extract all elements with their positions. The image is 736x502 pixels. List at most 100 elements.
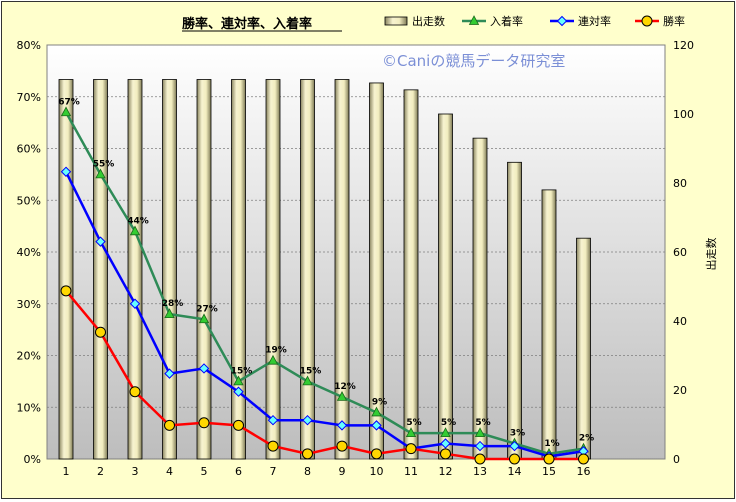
x-tick-label: 10 [370,465,384,478]
data-point [267,440,279,452]
data-label: 44% [127,216,149,226]
bar [576,237,591,460]
x-tick-label: 5 [201,465,208,478]
watermark: ©Caniの競馬データ研究室 [382,52,565,70]
data-point [233,386,244,397]
y-right-tick-label: 20 [673,384,687,397]
bar [438,113,453,460]
y-left-tick-label: 20% [17,350,41,363]
data-point [60,166,72,177]
data-point [578,453,589,465]
data-label: 1% [544,439,559,449]
y-right-tick-label: 100 [673,108,694,121]
data-point [405,443,417,455]
data-point [440,438,451,449]
x-tick-label: 9 [339,465,346,478]
data-point [164,368,175,379]
y-right-tick-label: 0 [673,453,680,466]
data-point [440,448,451,460]
y-left-tick-label: 10% [17,401,41,414]
x-tick-label: 2 [97,465,104,478]
bar [162,79,177,460]
x-tick-label: 13 [473,465,487,478]
y-left-tick-label: 50% [17,194,41,207]
bar-series [58,79,591,460]
line-series: 67% 55% 44% 28% 27% 15% 19% 15% 12% 9% 5% 5% 5% 3% 1% 2… [58,97,594,465]
bar [196,79,212,460]
y-left-tick-label: 70% [17,91,41,104]
data-label: 12% [334,382,356,392]
bar [265,79,281,460]
chart-title: 勝率、連対率、入着率 [182,16,312,32]
data-label: 5% [406,418,421,428]
data-point [468,15,480,25]
data-point [474,453,486,465]
series-line [64,171,584,458]
bar [127,79,143,460]
data-point [371,420,382,431]
bar [507,161,522,460]
bar [472,137,488,460]
legend-label: 連対率 [578,14,611,28]
x-tick-label: 7 [270,465,277,478]
data-point [641,15,653,27]
x-tick-label: 16 [577,465,591,478]
data-point [509,453,520,465]
data-label: 55% [93,159,115,169]
legend-swatch [384,16,408,26]
x-tick-label: 12 [439,465,453,478]
data-label: 15% [231,366,253,376]
x-tick-label: 14 [508,465,522,478]
legend-label: 入着率 [490,14,523,28]
y-left-tick-label: 30% [17,298,41,311]
x-tick-label: 4 [166,465,173,478]
gridlines [47,96,665,408]
data-point [405,427,417,438]
data-point [267,414,279,426]
data-point [371,448,382,460]
data-point [198,363,210,374]
data-point [440,427,451,438]
data-point [233,375,244,386]
data-label: 27% [196,304,218,314]
data-point [302,375,313,386]
data-point [474,427,486,438]
data-label: 19% [265,346,287,356]
x-tick-label: 1 [63,465,70,478]
y-left-tick-label: 80% [17,39,41,52]
x-tick-label: 8 [304,465,311,478]
data-label: 5% [441,418,456,428]
data-point [233,419,244,431]
x-tick-label: 6 [235,465,242,478]
data-label: 28% [162,299,184,309]
data-point [164,419,175,431]
data-point [95,236,106,247]
data-point [198,417,210,429]
data-label: 3% [510,428,525,438]
data-point [543,453,555,465]
bar [334,79,350,460]
data-point [60,106,72,117]
data-point [556,15,568,27]
data-point [371,406,382,417]
series-line [65,290,584,461]
data-point [267,354,279,365]
bar [58,79,74,460]
data-point [129,225,141,236]
bar [231,79,246,460]
axes: 0%10%20%30%40%50%60%70%80%02040608010012… [17,39,694,478]
right-axis-label: 出走数 [704,238,718,271]
data-point [336,391,348,401]
bar [300,79,315,460]
y-left-tick-label: 60% [17,143,41,156]
y-right-tick-label: 40 [673,315,687,328]
data-point [95,326,106,338]
legend-label: 出走数 [412,14,445,28]
data-point [164,308,175,319]
data-point [129,298,141,309]
data-label: 15% [300,366,322,376]
data-point [302,414,313,426]
series-line [64,111,584,456]
